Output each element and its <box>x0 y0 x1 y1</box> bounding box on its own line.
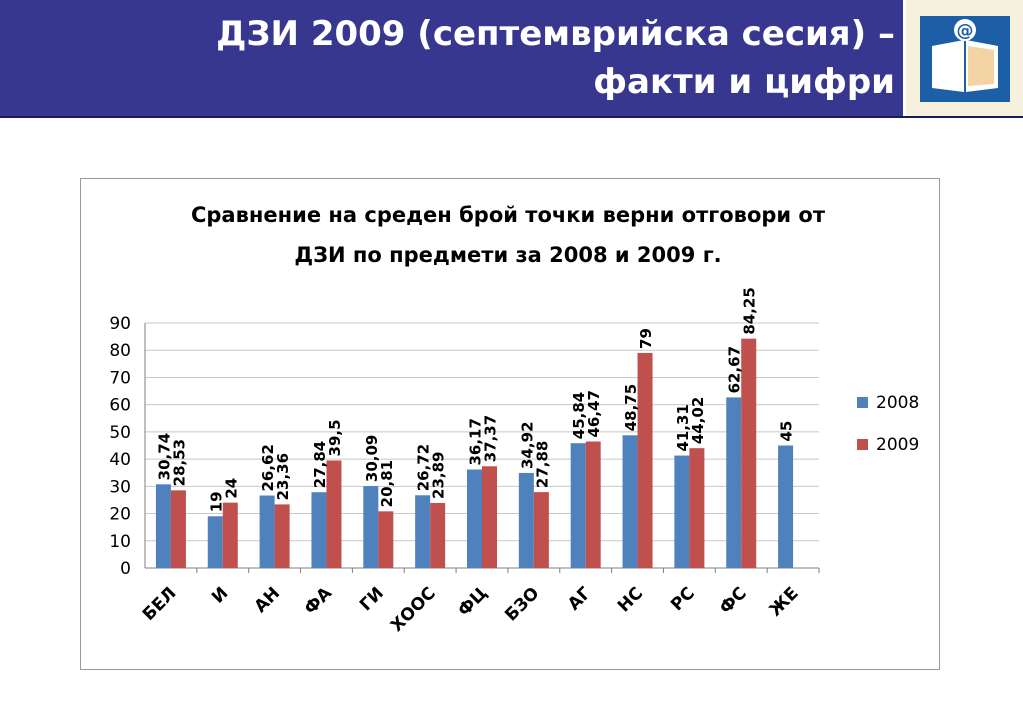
bar-2009 <box>689 448 705 568</box>
data-label: 46,47 <box>585 390 603 437</box>
data-label: 37,37 <box>482 415 500 462</box>
bar-2009 <box>170 490 186 568</box>
bar-2008 <box>518 472 534 568</box>
bar-2009 <box>585 441 601 568</box>
data-label: 19 <box>207 491 225 512</box>
data-label: 26,62 <box>259 444 277 491</box>
data-label: 44,02 <box>689 397 707 444</box>
x-tick-label: ФА <box>301 583 337 619</box>
legend-swatch-2009 <box>857 439 868 450</box>
x-tick-label: ЖЕ <box>766 583 803 620</box>
bar-2008 <box>415 495 431 568</box>
data-label: 62,67 <box>726 346 744 393</box>
header-divider <box>0 116 1023 118</box>
y-tick-label: 80 <box>109 341 131 361</box>
bar-2008 <box>155 484 171 568</box>
x-tick-label: БЕЛ <box>139 583 181 625</box>
x-tick-label: И <box>208 583 232 607</box>
x-tick-label: ФС <box>716 583 751 618</box>
y-tick-label: 90 <box>109 314 131 334</box>
data-label: 48,75 <box>622 384 640 431</box>
bar-2008 <box>363 486 379 568</box>
data-label: 34,92 <box>518 421 536 468</box>
slide-title-line2: факти и цифри <box>593 62 895 102</box>
y-tick-label: 60 <box>109 396 131 416</box>
legend-label: 2008 <box>876 393 919 413</box>
data-label: 30,09 <box>363 435 381 482</box>
bar-2009 <box>326 460 342 568</box>
bar-2009 <box>741 338 757 568</box>
bar-2009 <box>222 502 238 568</box>
bar-2009 <box>533 492 549 568</box>
data-label: 79 <box>637 328 655 349</box>
bar-2009 <box>274 504 290 568</box>
legend-label: 2009 <box>876 435 919 455</box>
bar-2008 <box>259 495 275 568</box>
chart-frame: Сравнение на среден брой точки верни отг… <box>80 178 940 670</box>
legend: 2008 2009 <box>857 393 919 455</box>
data-label: 28,53 <box>170 439 188 486</box>
y-axis-ticks: 0 10 20 30 40 50 60 70 80 90 <box>109 314 131 579</box>
data-label: 41,31 <box>674 404 692 451</box>
bar-2009 <box>482 466 497 568</box>
data-label: 36,17 <box>467 418 485 465</box>
x-tick-label: НС <box>614 583 647 616</box>
book-at-sign-icon: @ <box>920 16 1010 102</box>
data-label: 39,5 <box>326 419 344 456</box>
logo-glyph: @ <box>957 21 974 41</box>
data-label: 20,81 <box>378 460 396 507</box>
bar-2008 <box>726 397 742 568</box>
bar-2008 <box>622 435 638 568</box>
data-label: 23,89 <box>430 452 448 499</box>
data-label: 24 <box>222 478 240 499</box>
data-label: 84,25 <box>741 287 759 334</box>
bar-2009 <box>430 502 446 568</box>
y-tick-label: 20 <box>109 505 131 525</box>
y-tick-label: 30 <box>109 477 131 497</box>
y-tick-label: 0 <box>120 559 131 579</box>
logo: @ <box>906 0 1023 116</box>
bar-2008 <box>674 455 690 568</box>
chart: Сравнение на среден брой точки верни отг… <box>109 203 919 636</box>
data-label: 45 <box>778 421 796 442</box>
slide-header <box>0 0 903 116</box>
legend-swatch-2008 <box>857 397 868 408</box>
y-tick-label: 40 <box>109 450 131 470</box>
data-label: 27,84 <box>311 441 329 488</box>
bar-2008 <box>778 445 794 568</box>
x-tick-label: ФЦ <box>454 583 491 620</box>
bar-2009 <box>378 511 394 568</box>
data-label: 26,72 <box>415 444 433 491</box>
bar-2009 <box>637 352 653 568</box>
x-tick-label: ХООС <box>387 583 440 636</box>
y-tick-label: 70 <box>109 368 131 388</box>
slide-title-line1: ДЗИ 2009 (септемврийска сесия) – <box>216 14 895 54</box>
x-tick-label: АН <box>251 583 285 617</box>
data-label: 30,74 <box>155 433 173 480</box>
y-tick-label: 10 <box>109 532 131 552</box>
bar-2008 <box>570 443 586 568</box>
x-tick-label: РС <box>667 583 699 615</box>
bar-2008 <box>311 492 327 568</box>
chart-title-line1: Сравнение на среден брой точки верни отг… <box>191 203 826 227</box>
y-tick-label: 50 <box>109 423 131 443</box>
bar-2008 <box>207 516 223 568</box>
chart-title-line2: ДЗИ по предмети за 2008 и 2009 г. <box>294 243 721 267</box>
data-label: 23,36 <box>274 453 292 500</box>
bar-2008 <box>467 469 482 568</box>
x-axis-ticks: БЕЛ И АН ФА ГИ ХООС ФЦ БЗО АГ НС РС ФС ЖЕ <box>139 583 803 636</box>
x-tick-label: БЗО <box>501 583 543 625</box>
bars <box>155 338 794 568</box>
data-label: 27,88 <box>533 441 551 488</box>
data-label: 45,84 <box>570 392 588 439</box>
x-tick-label: ГИ <box>356 583 388 615</box>
x-tick-label: АГ <box>564 583 595 614</box>
